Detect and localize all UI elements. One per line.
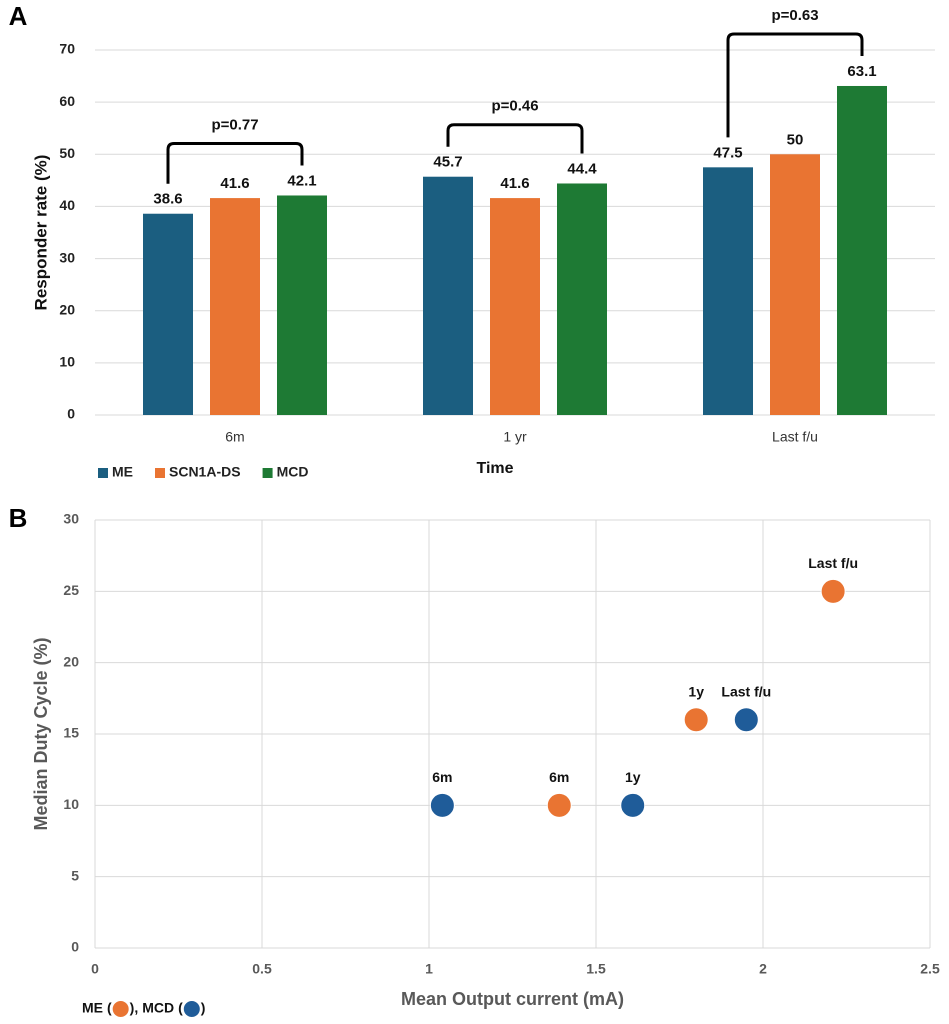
y-tick-label: 70 (59, 41, 75, 57)
bar (837, 85, 887, 415)
x-axis-title: Mean Output current (mA) (401, 989, 624, 1009)
significance-bracket (446, 123, 584, 154)
x-tick-label: 6m (225, 429, 244, 445)
p-value-annotation: p=0.46 (491, 98, 538, 115)
significance-bracket (726, 32, 864, 138)
bar (277, 195, 327, 415)
x-tick-label: 2.5 (920, 961, 940, 977)
y-tick-label: 20 (63, 653, 79, 669)
y-tick-label: 15 (63, 725, 79, 741)
y-tick-label: 25 (63, 582, 79, 598)
x-tick-label: 1 (425, 961, 433, 977)
scatter-point (820, 578, 846, 604)
scatter-point (620, 792, 646, 818)
legend-marker (112, 1001, 129, 1017)
y-tick-label: 5 (71, 867, 79, 883)
p-value-annotation: p=0.77 (211, 116, 258, 133)
bar-value-label: 42.1 (287, 172, 316, 189)
y-tick-label: 0 (71, 939, 79, 955)
legend-label: MCD (142, 1000, 174, 1016)
legend-swatch (98, 468, 108, 478)
y-axis-title: Responder rate (%) (31, 155, 50, 311)
scatter-point (546, 792, 572, 818)
point-label: 1y (688, 683, 704, 699)
y-axis-title: Median Duty Cycle (%) (31, 637, 51, 830)
point-label: 1y (625, 769, 641, 785)
y-tick-label: 10 (63, 796, 79, 812)
legend-swatch (262, 468, 273, 478)
y-tick-label: 30 (59, 249, 75, 265)
panel-label: A (9, 1, 28, 31)
x-tick-label: 1.5 (586, 961, 606, 977)
legend-label: SCN1A-DS (169, 464, 241, 480)
legend-bracket: ( (178, 1000, 183, 1016)
x-tick-label: 2 (759, 961, 767, 977)
p-value-annotation: p=0.63 (771, 7, 818, 24)
point-label: 6m (549, 769, 569, 785)
y-tick-label: 60 (59, 93, 75, 109)
x-tick-label: 0.5 (252, 961, 272, 977)
point-label: 6m (432, 769, 452, 785)
legend-label: ME (82, 1000, 103, 1016)
bar (557, 183, 607, 415)
bar-value-label: 45.7 (433, 154, 462, 171)
y-tick-label: 0 (67, 406, 75, 422)
x-tick-label: 0 (91, 961, 99, 977)
bar-value-label: 38.6 (153, 191, 182, 208)
x-tick-label: 1 yr (503, 429, 527, 445)
legend-label: ME (112, 464, 133, 480)
bar (490, 198, 540, 415)
scatter-point (683, 707, 709, 733)
panel-label: B (9, 503, 28, 533)
x-tick-label: Last f/u (772, 429, 818, 445)
bar-value-label: 44.4 (567, 160, 597, 177)
bar (143, 213, 193, 415)
bar-value-label: 50 (787, 131, 804, 148)
y-tick-label: 50 (59, 145, 75, 161)
point-label: Last f/u (721, 683, 771, 699)
bar (770, 154, 820, 416)
legend-bracket: ) (130, 1000, 135, 1016)
scatter-point (733, 707, 759, 733)
y-tick-label: 30 (63, 511, 79, 527)
y-tick-label: 40 (59, 197, 75, 213)
y-tick-label: 10 (59, 354, 75, 370)
legend-bracket: ( (107, 1000, 112, 1016)
point-label: Last f/u (808, 555, 858, 571)
bar (210, 198, 260, 415)
legend-swatch (155, 468, 165, 478)
bar-value-label: 41.6 (220, 175, 249, 192)
legend-marker (183, 1001, 200, 1017)
legend-label: MCD (277, 464, 309, 480)
bar-value-label: 63.1 (847, 63, 876, 80)
bar (423, 176, 473, 415)
y-tick-label: 20 (59, 301, 75, 317)
bar (703, 167, 753, 415)
bar-value-label: 47.5 (713, 144, 742, 161)
scatter-point (429, 792, 455, 818)
x-axis-title: Time (476, 460, 513, 477)
bar-value-label: 41.6 (500, 175, 529, 192)
legend-separator: , (134, 1000, 138, 1016)
legend-bracket: ) (201, 1000, 206, 1016)
significance-bracket (166, 141, 304, 184)
